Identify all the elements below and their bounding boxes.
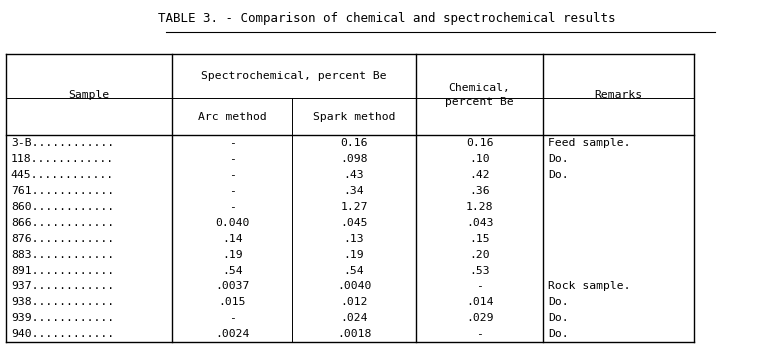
Text: 1.28: 1.28 — [466, 202, 493, 212]
Text: Do.: Do. — [548, 170, 569, 180]
Text: 3-B............: 3-B............ — [11, 138, 114, 148]
Text: -: - — [476, 282, 483, 291]
Text: .024: .024 — [340, 313, 368, 323]
Text: .0040: .0040 — [337, 282, 371, 291]
Text: .012: .012 — [340, 297, 368, 307]
Text: .36: .36 — [469, 186, 490, 196]
Text: .14: .14 — [222, 234, 243, 244]
Text: TABLE 3. - Comparison of chemical and spectrochemical results: TABLE 3. - Comparison of chemical and sp… — [158, 12, 615, 25]
Text: .0018: .0018 — [337, 329, 371, 339]
Text: .54: .54 — [344, 266, 364, 276]
Text: Feed sample.: Feed sample. — [548, 138, 631, 148]
Text: Arc method: Arc method — [198, 112, 267, 122]
Text: 939............: 939............ — [11, 313, 114, 323]
Text: .043: .043 — [466, 218, 493, 228]
Text: Chemical,
percent Be: Chemical, percent Be — [445, 83, 514, 107]
Text: .42: .42 — [469, 170, 490, 180]
Text: 860............: 860............ — [11, 202, 114, 212]
Text: .014: .014 — [466, 297, 493, 307]
Text: Sample: Sample — [69, 90, 110, 100]
Text: .19: .19 — [344, 250, 364, 260]
Text: .045: .045 — [340, 218, 368, 228]
Text: 937............: 937............ — [11, 282, 114, 291]
Text: .098: .098 — [340, 154, 368, 164]
Text: 866............: 866............ — [11, 218, 114, 228]
Text: 891............: 891............ — [11, 266, 114, 276]
Text: -: - — [229, 170, 236, 180]
Text: Spectrochemical, percent Be: Spectrochemical, percent Be — [201, 71, 387, 81]
Text: .43: .43 — [344, 170, 364, 180]
Text: 883............: 883............ — [11, 250, 114, 260]
Text: Spark method: Spark method — [313, 112, 395, 122]
Text: .54: .54 — [222, 266, 243, 276]
Text: -: - — [229, 138, 236, 148]
Text: 118............: 118............ — [11, 154, 114, 164]
Text: 0.040: 0.040 — [215, 218, 250, 228]
Text: -: - — [476, 329, 483, 339]
Text: 1.27: 1.27 — [340, 202, 368, 212]
Text: 938............: 938............ — [11, 297, 114, 307]
Text: Do.: Do. — [548, 329, 569, 339]
Text: -: - — [229, 186, 236, 196]
Text: Do.: Do. — [548, 313, 569, 323]
Text: Rock sample.: Rock sample. — [548, 282, 631, 291]
Text: 0.16: 0.16 — [466, 138, 493, 148]
Text: .34: .34 — [344, 186, 364, 196]
Text: 445............: 445............ — [11, 170, 114, 180]
Text: Remarks: Remarks — [594, 90, 643, 100]
Text: .10: .10 — [469, 154, 490, 164]
Text: Do.: Do. — [548, 297, 569, 307]
Text: -: - — [229, 202, 236, 212]
Text: .0037: .0037 — [215, 282, 250, 291]
Text: .13: .13 — [344, 234, 364, 244]
Text: .53: .53 — [469, 266, 490, 276]
Text: .20: .20 — [469, 250, 490, 260]
Text: Do.: Do. — [548, 154, 569, 164]
Text: -: - — [229, 313, 236, 323]
Text: 940............: 940............ — [11, 329, 114, 339]
Text: -: - — [229, 154, 236, 164]
Text: .015: .015 — [219, 297, 246, 307]
Text: 876............: 876............ — [11, 234, 114, 244]
Text: .0024: .0024 — [215, 329, 250, 339]
Text: 761............: 761............ — [11, 186, 114, 196]
Text: .19: .19 — [222, 250, 243, 260]
Text: .029: .029 — [466, 313, 493, 323]
Text: .15: .15 — [469, 234, 490, 244]
Text: 0.16: 0.16 — [340, 138, 368, 148]
